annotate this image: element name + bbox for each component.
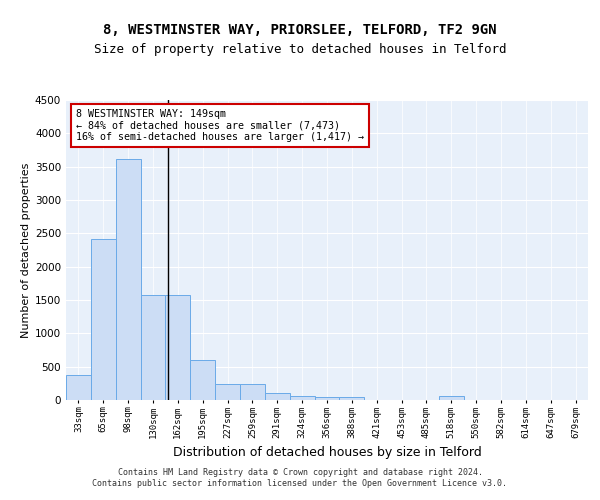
X-axis label: Distribution of detached houses by size in Telford: Distribution of detached houses by size … (173, 446, 481, 459)
Bar (240, 384, 265, 400)
Y-axis label: Number of detached properties: Number of detached properties (21, 162, 31, 338)
Bar (290, 396, 314, 400)
Bar (66, 376, 91, 400)
Bar (314, 396, 340, 400)
Text: 8, WESTMINSTER WAY, PRIORSLEE, TELFORD, TF2 9GN: 8, WESTMINSTER WAY, PRIORSLEE, TELFORD, … (103, 22, 497, 36)
Text: Size of property relative to detached houses in Telford: Size of property relative to detached ho… (94, 42, 506, 56)
Bar (190, 360, 215, 400)
Bar (215, 384, 240, 400)
Bar (265, 393, 290, 400)
Text: 8 WESTMINSTER WAY: 149sqm
← 84% of detached houses are smaller (7,473)
16% of se: 8 WESTMINSTER WAY: 149sqm ← 84% of detac… (76, 109, 364, 142)
Bar (340, 396, 364, 400)
Bar (166, 294, 190, 400)
Bar (439, 396, 464, 400)
Text: Contains HM Land Registry data © Crown copyright and database right 2024.
Contai: Contains HM Land Registry data © Crown c… (92, 468, 508, 487)
Bar (116, 158, 140, 400)
Bar (91, 238, 116, 400)
Bar (140, 294, 166, 400)
